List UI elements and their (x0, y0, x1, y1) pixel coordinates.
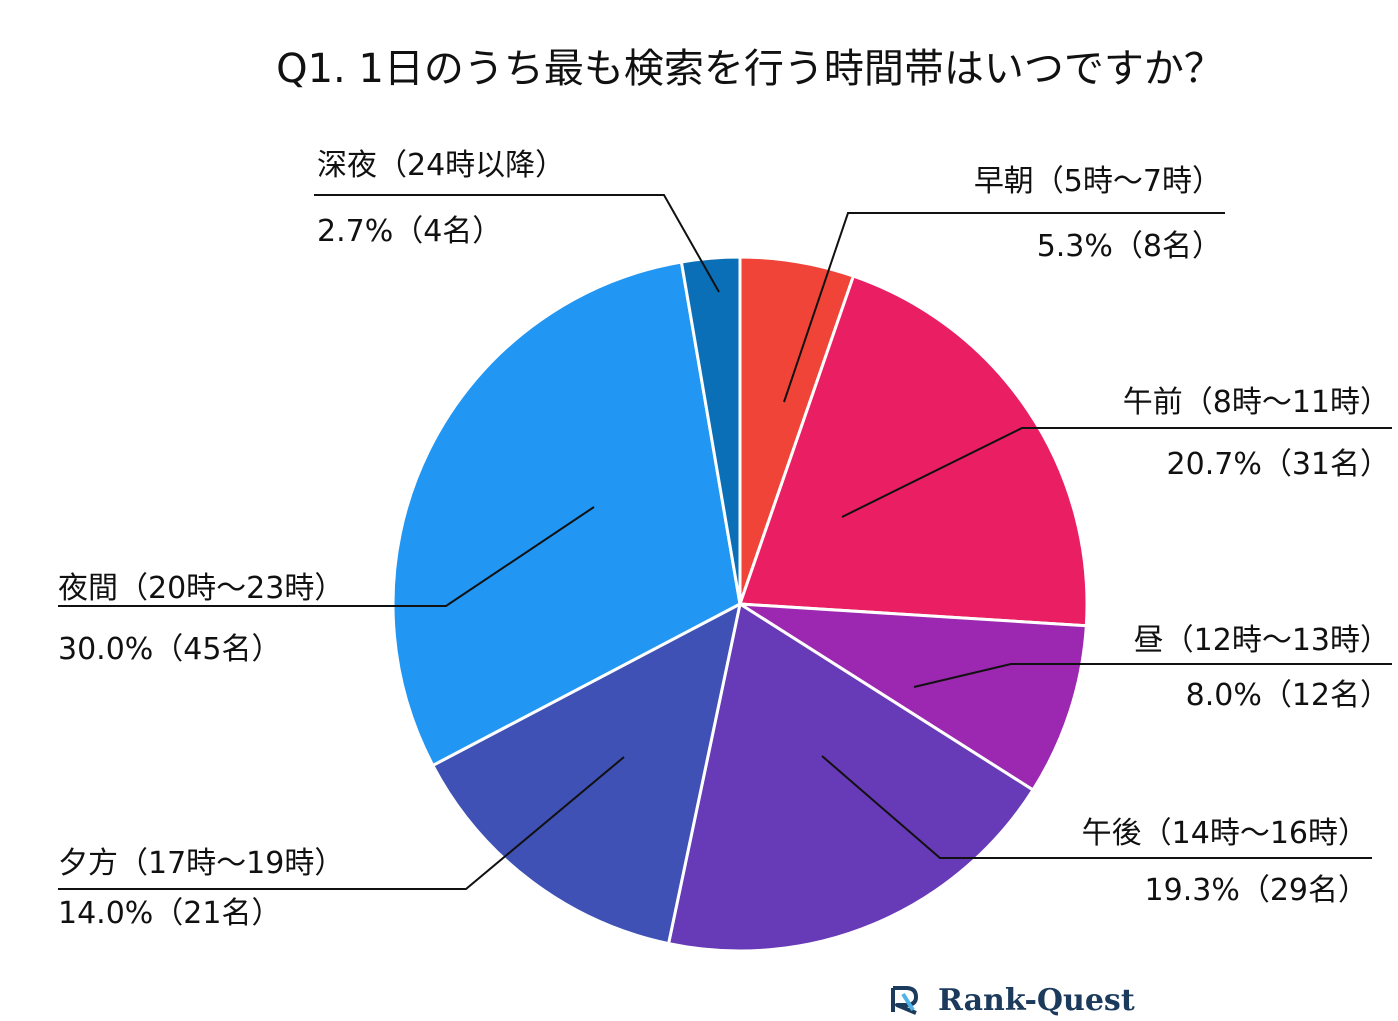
slice-value-label-5: 30.0%（45名） (58, 632, 281, 667)
pie-slices (391, 255, 1089, 953)
slice-value-label-2: 8.0%（12名） (1186, 678, 1390, 713)
pie-slice-5 (391, 260, 742, 768)
slice-category-label-1: 午前（8時～11時） (1123, 385, 1390, 420)
slice-value-label-3: 19.3%（29名） (1145, 873, 1368, 908)
pie-slice-6 (679, 255, 742, 605)
pie-slice-3 (666, 601, 1036, 953)
slice-value-label-1: 20.7%（31名） (1167, 447, 1390, 482)
slice-category-label-0: 早朝（5時～7時） (974, 164, 1222, 199)
slice-value-label-0: 5.3%（8名） (1037, 229, 1222, 264)
rank-quest-logo: Rank-Quest (891, 983, 1135, 1018)
pie-slice-4 (430, 601, 743, 946)
leader-line-2 (913, 663, 1392, 688)
leader-line-1 (841, 427, 1392, 518)
leader-line-5 (58, 506, 595, 607)
leader-line-4 (58, 756, 625, 890)
slice-category-label-2: 昼（12時～13時） (1134, 623, 1390, 658)
leader-line-6 (314, 194, 720, 293)
leader-lines (58, 194, 1392, 890)
slice-category-label-6: 深夜（24時以降） (317, 148, 565, 183)
slice-category-label-5: 夜間（20時～23時） (58, 571, 344, 606)
slice-labels: 早朝（5時～7時） 5.3%（8名） 午前（8時～11時） 20.7%（31名） 昼（1… (58, 148, 1390, 931)
slice-value-label-4: 14.0%（21名） (58, 896, 281, 931)
slice-category-label-3: 午後（14時～16時） (1082, 816, 1368, 851)
rank-quest-logo-icon (891, 986, 918, 1015)
leader-line-3 (821, 755, 1372, 859)
slice-category-label-4: 夕方（17時～19時） (58, 846, 344, 881)
chart-title: Q1. 1日のうち最も検索を行う時間帯はいつですか？ (276, 46, 1224, 92)
logo-text: Rank-Quest (938, 983, 1135, 1018)
pie-slice-2 (739, 602, 1088, 793)
leader-line-0 (783, 212, 1225, 403)
pie-slice-1 (737, 274, 1089, 628)
slice-value-label-6: 2.7%（4名） (317, 214, 502, 249)
